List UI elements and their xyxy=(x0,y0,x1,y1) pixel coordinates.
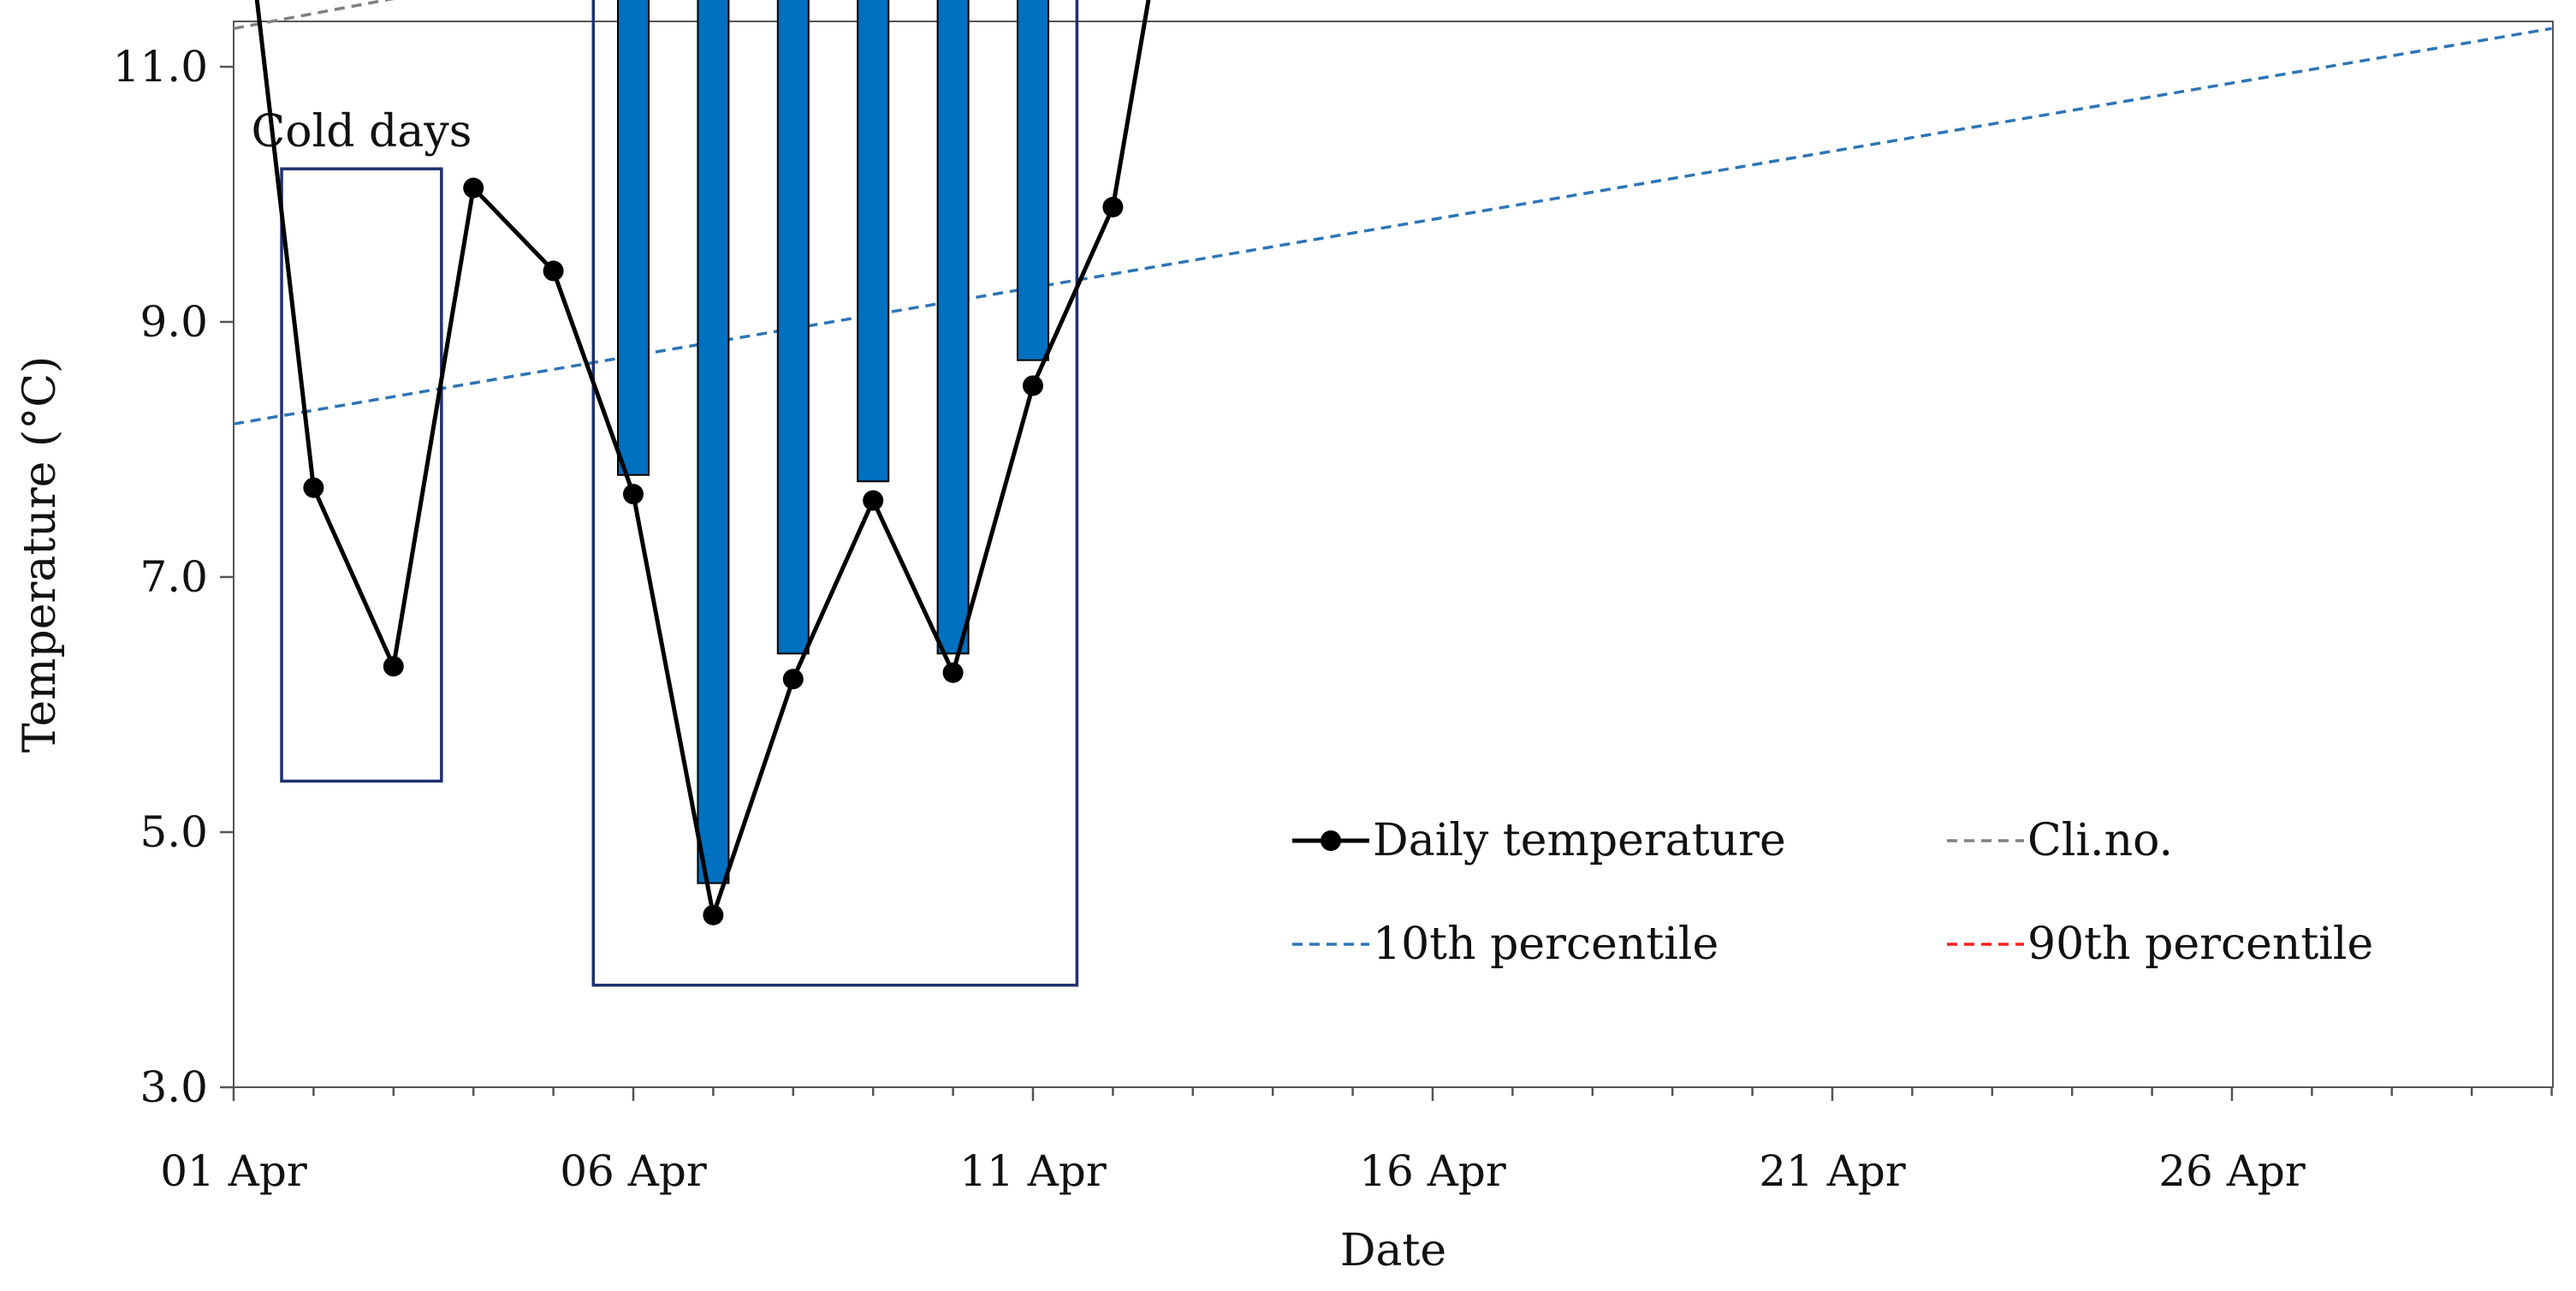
daily-temperature-point xyxy=(782,669,804,690)
spell-bars xyxy=(617,0,1049,884)
legend: Daily temperature Cli.no. 10th percentile 9… xyxy=(1292,815,2373,970)
cold-spell-bar xyxy=(776,0,810,655)
legend-label: Daily temperature xyxy=(1373,815,1786,866)
plot-frame xyxy=(233,21,2554,1088)
x-tick-label: 11 Apr xyxy=(959,1146,1107,1196)
legend-label: Cli.no. xyxy=(2027,815,2173,866)
daily-temperature-point xyxy=(543,260,564,282)
daily-temperature-point xyxy=(863,490,884,511)
legend-swatch-marker xyxy=(1321,830,1341,851)
x-tick-label: 21 Apr xyxy=(1759,1146,1906,1196)
cold-spell-bar xyxy=(697,0,730,884)
cold-spell-bar xyxy=(617,0,650,476)
y-tick-label: 7.0 xyxy=(139,552,208,602)
cold-spell-bar xyxy=(936,0,970,655)
daily-temperature-point xyxy=(463,177,484,199)
y-tick-label: 9.0 xyxy=(139,297,208,347)
y-axis-title: Temperature (°C) xyxy=(15,356,66,753)
reference-lines xyxy=(233,0,2552,425)
daily-temperature-point xyxy=(942,662,964,683)
cold-event-box xyxy=(591,0,1079,987)
y-tick-label: 3.0 xyxy=(139,1062,208,1112)
x-tick-label: 16 Apr xyxy=(1359,1146,1506,1196)
series-line-cli-no- xyxy=(233,0,395,31)
x-axis-title: Date xyxy=(1340,1225,1446,1276)
y-tick-label: 5.0 xyxy=(139,807,208,857)
legend-label: 90th percentile xyxy=(2027,919,2373,970)
daily-temperature-point xyxy=(383,656,404,677)
x-tick-label: 06 Apr xyxy=(560,1146,707,1196)
daily-temperature-point xyxy=(703,904,724,925)
x-tick-label: 01 Apr xyxy=(160,1146,307,1196)
daily-temperature-point xyxy=(623,484,644,505)
legend-label: 10th percentile xyxy=(1373,919,1718,970)
daily-series xyxy=(254,0,1151,925)
cold-spell-bar xyxy=(1017,0,1049,361)
cold-event-box xyxy=(280,167,443,783)
daily-temperature-point xyxy=(1102,196,1124,217)
x-tick-label: 26 Apr xyxy=(2158,1146,2306,1196)
daily-temperature-point xyxy=(1023,375,1043,396)
series-line-daily-temperature xyxy=(254,0,1151,918)
event-label-cold-days: Cold days xyxy=(251,106,472,158)
axes: 3.05.07.09.011.013.015.017.019.001 Apr06… xyxy=(15,42,2553,1276)
event-boxes: Cold daysCold spellWarm daysWarm spell xyxy=(251,0,1079,987)
series-line-10th-percentile xyxy=(233,27,2552,425)
y-tick-label: 11.0 xyxy=(113,42,208,92)
daily-temperature-point xyxy=(303,477,324,498)
cold-spell-bar xyxy=(857,0,890,483)
